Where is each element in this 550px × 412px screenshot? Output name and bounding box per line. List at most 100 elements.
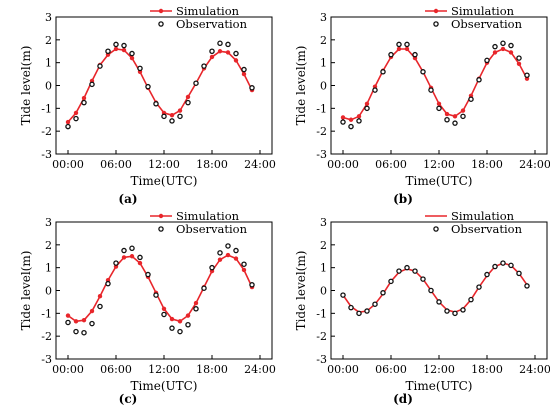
observation-point — [209, 48, 215, 55]
y-tick-label: 2 — [45, 34, 52, 47]
observation-point — [113, 41, 119, 48]
observation-point — [81, 329, 87, 336]
simulation-point — [356, 114, 362, 119]
x-tick-label: 18:00 — [196, 158, 228, 171]
simulation-point — [65, 313, 71, 318]
legend-observation-marker — [158, 226, 164, 232]
observation-point — [241, 66, 247, 73]
y-tick-label: 2 — [320, 34, 327, 47]
observation-point — [81, 99, 87, 106]
observation-point — [217, 250, 223, 256]
observation-point — [508, 262, 514, 269]
y-tick-label: 2 — [45, 239, 52, 252]
simulation-point — [97, 294, 103, 299]
observation-point — [89, 320, 95, 327]
observation-point — [372, 87, 378, 93]
observation-point — [137, 65, 143, 72]
legend-observation-marker — [433, 21, 439, 27]
x-tick-label: 00:00 — [52, 363, 84, 376]
y-tick-label: -3 — [316, 148, 327, 161]
observation-point — [468, 296, 474, 303]
x-tick-label: 06:00 — [375, 363, 407, 376]
x-tick-label: 24:00 — [519, 363, 550, 376]
observation-point — [225, 41, 231, 48]
x-tick-label: 12:00 — [423, 158, 455, 171]
observation-point — [193, 306, 199, 312]
simulation-point — [185, 94, 191, 100]
simulation-point — [169, 316, 175, 322]
observation-point — [412, 268, 418, 274]
simulation-line — [67, 48, 253, 123]
observation-point — [420, 276, 426, 282]
x-axis-label: Time(UTC) — [131, 379, 198, 393]
x-tick-label: 24:00 — [519, 158, 550, 171]
x-tick-label: 18:00 — [196, 363, 228, 376]
observation-point — [356, 118, 362, 124]
simulation-point — [169, 112, 175, 118]
observation-point — [380, 290, 386, 296]
observation-point — [484, 57, 490, 64]
simulation-point — [340, 115, 346, 120]
y-tick-label: 3 — [45, 216, 52, 229]
simulation-point — [113, 46, 119, 52]
observation-point — [476, 77, 482, 83]
y-tick-label: -1 — [41, 102, 52, 115]
y-axis-label: Tide level(m) — [19, 251, 33, 331]
observation-point — [396, 41, 402, 48]
y-tick-label: -3 — [316, 353, 327, 366]
simulation-point — [129, 55, 135, 61]
y-tick-label: -2 — [316, 125, 327, 138]
y-tick-label: 0 — [320, 285, 327, 298]
simulation-point — [73, 319, 79, 324]
simulation-point — [81, 317, 87, 323]
y-tick-label: 3 — [320, 11, 327, 24]
observation-point — [452, 310, 458, 317]
chart-panel-4: -3 -2 -1 0 1 2 3 00:00 06:00 12:00 18:00 24:00 Time(… — [294, 209, 550, 393]
legend-simulation-label: Simulation — [176, 209, 240, 223]
simulation-point — [89, 308, 95, 314]
x-axis-label: Time(UTC) — [406, 379, 473, 393]
legend-observation-label: Observation — [451, 17, 523, 31]
observation-point — [65, 319, 71, 326]
observation-point — [348, 123, 354, 130]
observation-point — [201, 285, 207, 291]
y-tick-label: 1 — [320, 57, 327, 70]
observation-point — [89, 81, 95, 88]
x-tick-label: 18:00 — [471, 363, 503, 376]
y-tick-label: -3 — [41, 353, 52, 366]
legend-observation-label: Observation — [451, 222, 523, 236]
x-tick-label: 06:00 — [375, 158, 407, 171]
observation-point — [73, 328, 79, 335]
simulation-point — [209, 54, 215, 60]
simulation-point — [241, 71, 247, 77]
chart-panel-2: -3 -2 -1 0 1 2 3 00:00 06:00 12:00 18:00 24:00 Time(… — [294, 4, 550, 188]
observation-point — [484, 271, 490, 278]
simulation-point — [177, 108, 183, 113]
x-tick-label: 06:00 — [100, 158, 132, 171]
y-tick-label: -1 — [41, 307, 52, 320]
legend-simulation-marker — [433, 8, 439, 14]
observation-point — [428, 287, 434, 294]
observation-point — [209, 264, 215, 271]
simulation-point — [241, 267, 247, 273]
simulation-point — [121, 47, 127, 53]
observation-point — [460, 113, 466, 120]
plot-frame — [55, 221, 273, 360]
plot-frame — [55, 16, 273, 155]
simulation-point — [500, 46, 506, 52]
observation-point — [225, 243, 231, 249]
simulation-line — [342, 48, 528, 121]
simulation-point — [233, 256, 239, 261]
observation-point — [153, 292, 159, 298]
observation-point — [73, 115, 79, 122]
observation-point — [97, 303, 103, 310]
panel-caption: (a) — [118, 192, 137, 206]
y-axis-label: Tide level(m) — [294, 46, 308, 126]
simulation-point — [65, 119, 71, 125]
x-tick-label: 18:00 — [471, 158, 503, 171]
simulation-point — [137, 260, 143, 266]
observation-point — [412, 51, 418, 58]
observation-point — [145, 83, 151, 90]
observation-point — [516, 55, 522, 61]
observation-point — [444, 308, 450, 314]
